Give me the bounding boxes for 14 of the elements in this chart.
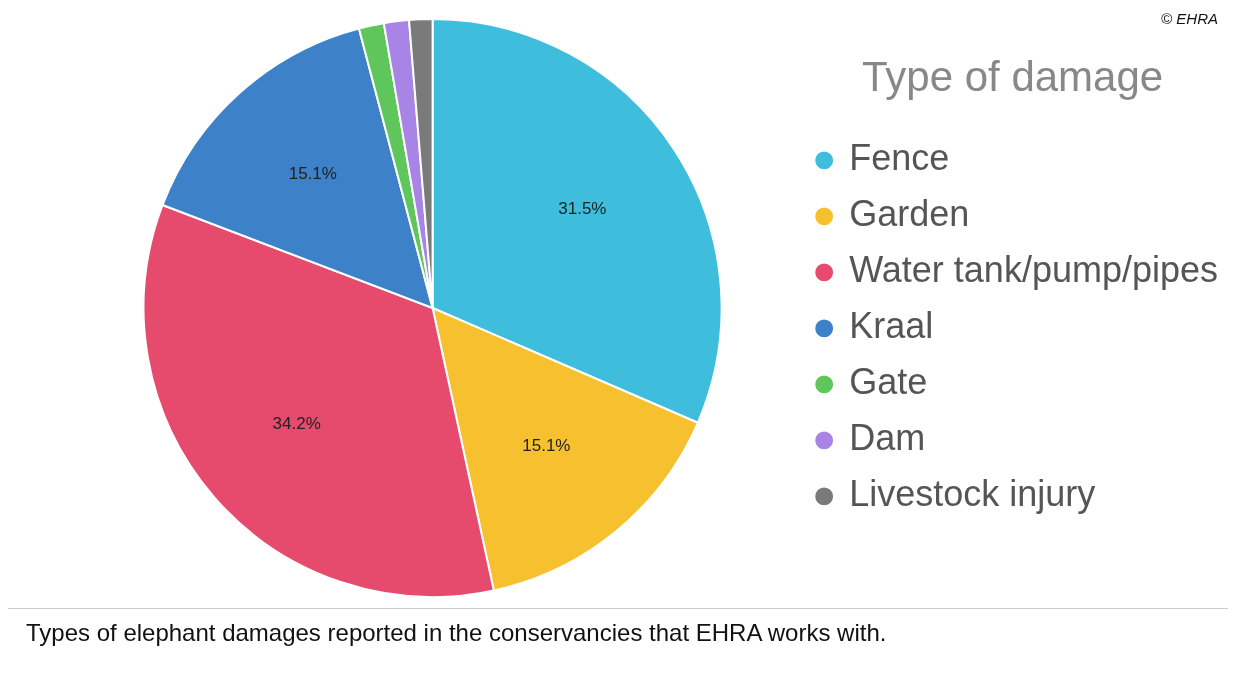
text: Types of elephant damages reported in the conservancies that EHRA works with.: [26, 619, 888, 647]
text: © EHRA: [1161, 10, 1218, 27]
legend-title: Type of damage: [861, 52, 1164, 100]
legend-label: Water tank/pump/pipes: [849, 249, 1218, 291]
legend-label: Dam: [849, 417, 926, 459]
data-label: 15.1%: [522, 436, 571, 456]
data-label: 34.2%: [272, 414, 321, 434]
legend-label: Garden: [849, 193, 970, 235]
legend-label: Gate: [849, 361, 928, 403]
legend-label: Livestock injury: [849, 473, 1096, 515]
data-label: 15.1%: [288, 164, 337, 184]
data-label: 31.5%: [558, 199, 607, 219]
legend-label: Kraal: [849, 305, 934, 347]
legend-label: Fence: [849, 137, 950, 179]
